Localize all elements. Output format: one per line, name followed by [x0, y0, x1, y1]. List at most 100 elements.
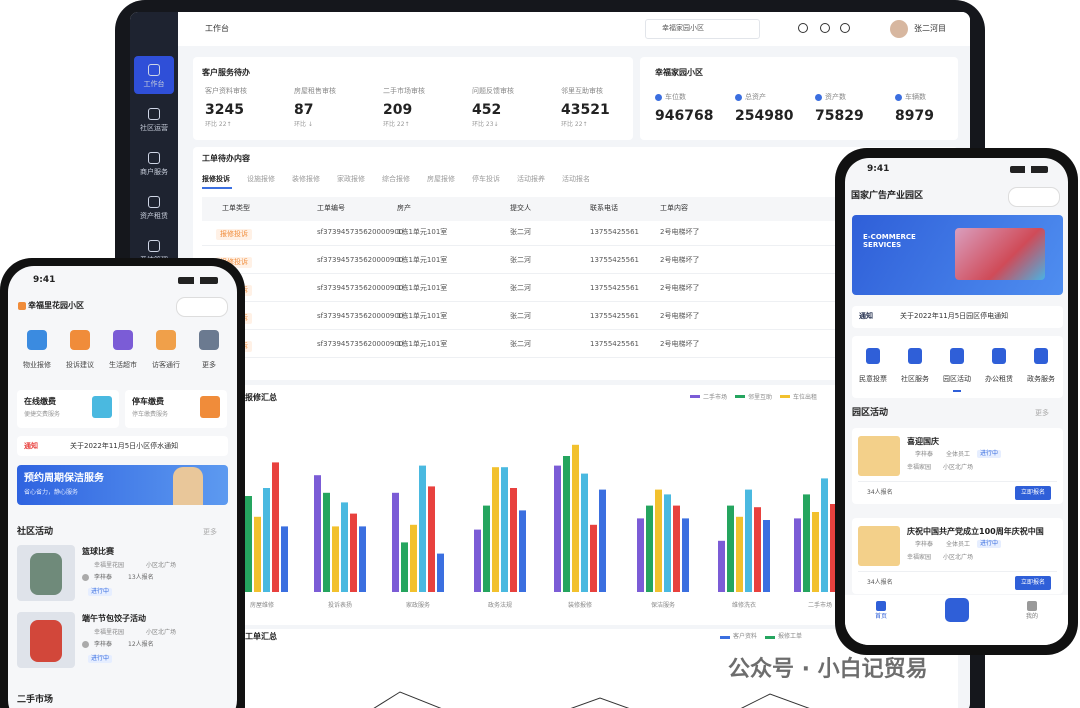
- menu-label[interactable]: 政务服务: [1027, 375, 1055, 383]
- tab[interactable]: 房屋报修: [427, 175, 455, 183]
- nav-center[interactable]: [945, 598, 969, 622]
- park-title[interactable]: 国家广告产业园区: [851, 191, 924, 201]
- sidebar-icon[interactable]: [148, 152, 160, 164]
- menu-label[interactable]: 访客通行: [152, 361, 180, 369]
- menu-icon[interactable]: [27, 330, 47, 350]
- notice-tag: 通知: [24, 442, 38, 450]
- activity-title[interactable]: 端午节包饺子活动: [82, 614, 146, 623]
- stat-value: 209: [383, 102, 413, 118]
- menu-label[interactable]: 更多: [202, 361, 216, 369]
- stat-trend: 环比 22↑: [205, 121, 232, 128]
- nav-icon[interactable]: [876, 601, 886, 611]
- bar: [254, 516, 261, 592]
- bar: [572, 444, 579, 592]
- signup-button[interactable]: 立即报名: [1015, 576, 1052, 590]
- table-cell: 13755425561: [590, 340, 639, 348]
- sidebar-item[interactable]: 工作台: [143, 80, 165, 88]
- sidebar-icon[interactable]: [148, 196, 160, 208]
- stat-icon: [895, 94, 902, 101]
- notice-text[interactable]: 关于2022年11月5日园区停电通知: [900, 312, 1009, 320]
- sidebar-icon[interactable]: [148, 108, 160, 120]
- menu-label[interactable]: 办公租赁: [985, 375, 1013, 383]
- activity-title[interactable]: 喜迎国庆: [907, 437, 939, 446]
- menu-panel: [852, 336, 1063, 398]
- stat-value: 3245: [205, 102, 244, 118]
- tab[interactable]: 家政报修: [337, 175, 365, 183]
- menu-icon[interactable]: [156, 330, 176, 350]
- menu-icon[interactable]: [1034, 348, 1048, 364]
- avatar[interactable]: [890, 20, 908, 38]
- left-phone-screen: 9:41 幸福里花园小区 物业报修 投诉建议 生活超市 访客通行 更多 在线缴费 便捷交费服务停…: [8, 266, 237, 708]
- bar: [581, 473, 588, 592]
- legend-swatch: [765, 636, 775, 639]
- topbar-icon[interactable]: [798, 23, 808, 33]
- signup-button[interactable]: 立即报名: [1015, 486, 1052, 500]
- menu-label[interactable]: 园区活动: [943, 375, 971, 383]
- status-time: 9:41: [33, 275, 56, 285]
- bar: [263, 488, 270, 592]
- card-title: 工单待办内容: [202, 154, 250, 163]
- nav-icon[interactable]: [1027, 601, 1037, 611]
- community-select-text[interactable]: 幸福家园小区: [662, 24, 704, 32]
- notice-text[interactable]: 关于2022年11月5日小区停水通知: [70, 442, 179, 450]
- sidebar-item[interactable]: 资产租赁: [140, 212, 168, 220]
- notice-bar[interactable]: [17, 436, 228, 456]
- capsule[interactable]: [1008, 187, 1060, 207]
- menu-label[interactable]: 社区服务: [901, 375, 929, 383]
- menu-icon[interactable]: [908, 348, 922, 364]
- menu-icon[interactable]: [950, 348, 964, 364]
- row-divider: [202, 357, 958, 358]
- sidebar-item[interactable]: 社区运营: [140, 124, 168, 132]
- capsule[interactable]: [176, 297, 228, 317]
- menu-label[interactable]: 投诉建议: [66, 361, 94, 369]
- table-header-cell: 房产: [397, 204, 411, 212]
- sidebar-icon[interactable]: [148, 240, 160, 252]
- nav-label[interactable]: 我的: [1025, 613, 1038, 620]
- menu-icon[interactable]: [113, 330, 133, 350]
- tab[interactable]: 报修投诉: [202, 175, 230, 183]
- pay-card-icon: [92, 396, 112, 418]
- more-link[interactable]: 更多: [1035, 409, 1049, 417]
- activity-title[interactable]: 篮球比赛: [82, 547, 114, 556]
- tab[interactable]: 综合报修: [382, 175, 410, 183]
- nav-label[interactable]: 首页: [874, 613, 887, 620]
- more-link[interactable]: 更多: [203, 528, 217, 536]
- pay-card-title[interactable]: 在线缴费: [24, 397, 56, 406]
- menu-icon[interactable]: [70, 330, 90, 350]
- stat-label: 总资产: [745, 93, 766, 101]
- menu-label[interactable]: 民意投票: [859, 375, 887, 383]
- stat-label: 问题反馈审核: [472, 87, 514, 95]
- right-phone-screen: 9:41 国家广告产业园区 E-COMMERCE SERVICES 通知 关于2022年…: [845, 158, 1068, 645]
- menu-label[interactable]: 生活超市: [109, 361, 137, 369]
- tab[interactable]: 设施报修: [247, 175, 275, 183]
- table-header-cell: 工单类型: [222, 204, 250, 212]
- tab[interactable]: 装修报修: [292, 175, 320, 183]
- sidebar-item[interactable]: 商户服务: [140, 168, 168, 176]
- user-name[interactable]: 张二河目: [914, 24, 946, 33]
- tab[interactable]: 停车投诉: [472, 175, 500, 183]
- bar: [718, 540, 725, 592]
- bar: [281, 526, 288, 592]
- todo-card: [193, 57, 633, 140]
- stat-icon: [815, 94, 822, 101]
- legend-swatch: [690, 395, 700, 398]
- bar: [655, 489, 662, 592]
- activity-title[interactable]: 庆祝中国共产党成立100周年庆祝中国: [907, 527, 1044, 536]
- menu-icon[interactable]: [992, 348, 1006, 364]
- menu-label[interactable]: 物业报修: [23, 361, 51, 369]
- notice-tag: 通知: [859, 312, 873, 320]
- community-title[interactable]: 幸福里花园小区: [28, 301, 84, 310]
- menu-icon[interactable]: [199, 330, 219, 350]
- notice-bar[interactable]: [852, 306, 1063, 328]
- bar: [245, 496, 252, 592]
- menu-icon[interactable]: [866, 348, 880, 364]
- tab[interactable]: 活动报名: [562, 175, 590, 183]
- community-select[interactable]: [645, 19, 760, 39]
- topbar-icon[interactable]: [840, 23, 850, 33]
- topbar-icon[interactable]: [820, 23, 830, 33]
- bar: [727, 505, 734, 592]
- sidebar-icon[interactable]: [148, 64, 160, 76]
- tab[interactable]: 活动报养: [517, 175, 545, 183]
- pay-card-title[interactable]: 停车缴费: [132, 397, 164, 406]
